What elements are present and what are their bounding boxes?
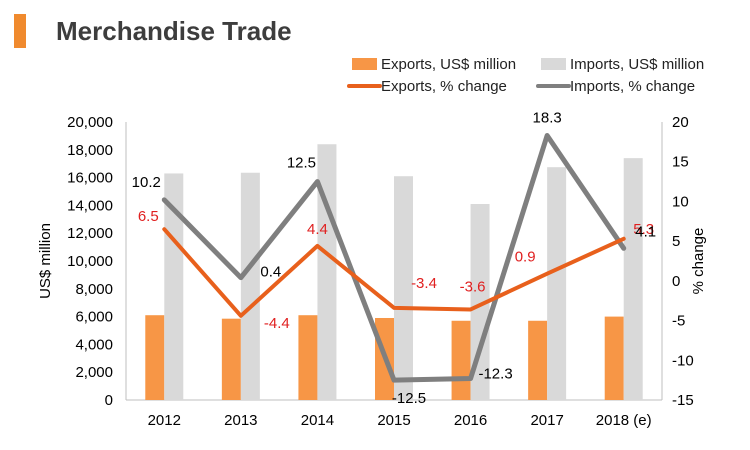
bars	[145, 144, 643, 400]
imports-change-label: 12.5	[287, 155, 316, 172]
title-accent-bar	[14, 14, 26, 48]
y-tick-label: 4,000	[75, 336, 113, 353]
y2-tick-label: 15	[672, 154, 689, 171]
exports-change-label: 0.9	[515, 249, 536, 266]
imports-bar	[240, 172, 260, 400]
y-tick-label: 10,000	[67, 253, 113, 270]
legend-imports-line-label: Imports, % change	[570, 78, 695, 95]
data-labels: 6.5 -4.4 4.4 -3.4 -3.6 0.9 5.3 10.2 0.4 12.5 -12.5…	[132, 110, 656, 408]
imports-change-label: -12.3	[478, 366, 512, 383]
y-tick-label: 12,000	[67, 225, 113, 242]
y2-tick-label: 20	[672, 114, 689, 131]
x-tick-label: 2017	[530, 412, 563, 429]
y-tick-label: 8,000	[75, 281, 113, 298]
exports-bar	[451, 320, 471, 400]
y-tick-label: 6,000	[75, 309, 113, 326]
exports-bar	[604, 316, 624, 400]
imports-change-label: 4.1	[635, 223, 656, 240]
imports-change-label: 0.4	[260, 264, 281, 281]
axes: 0 2,000 4,000 6,000 8,000 10,000 12,000 14,000 1…	[37, 114, 707, 429]
y-axis-label: US$ million	[37, 223, 54, 299]
x-tick-label: 2016	[454, 412, 487, 429]
imports-change-label: 10.2	[132, 174, 161, 191]
exports-bar	[528, 320, 548, 400]
y2-tick-label: 10	[672, 193, 689, 210]
x-tick-label: 2015	[377, 412, 410, 429]
y2-tick-label: 0	[672, 273, 680, 290]
imports-change-label: -12.5	[392, 390, 426, 407]
legend-imports-bar-label: Imports, US$ million	[570, 56, 704, 73]
exports-change-label: -4.4	[264, 315, 290, 332]
exports-bar	[221, 318, 241, 400]
x-tick-label: 2012	[148, 412, 181, 429]
y2-tick-label: 5	[672, 233, 680, 250]
imports-bar	[317, 144, 337, 400]
y-tick-label: 20,000	[67, 114, 113, 131]
exports-change-label: 6.5	[138, 208, 159, 225]
imports-bar	[470, 204, 490, 400]
exports-change-label: -3.4	[411, 275, 437, 292]
x-tick-label: 2013	[224, 412, 257, 429]
exports-change-label: 4.4	[307, 221, 328, 238]
x-tick-label: 2014	[301, 412, 334, 429]
imports-bar	[547, 167, 567, 400]
exports-change-label: -3.6	[460, 278, 486, 295]
y2-tick-label: -5	[672, 313, 685, 330]
imports-bar	[164, 173, 184, 400]
y-tick-label: 2,000	[75, 364, 113, 381]
exports-change-line	[162, 227, 626, 318]
legend: Exports, US$ million Imports, US$ million…	[347, 56, 704, 95]
imports-change-label: 18.3	[533, 110, 562, 127]
imports-change-line	[161, 133, 627, 383]
exports-bar	[298, 315, 318, 400]
lines	[161, 133, 627, 383]
y2-axis-label: % change	[690, 228, 707, 295]
legend-imports-bar-swatch	[541, 58, 566, 70]
y-tick-label: 14,000	[67, 197, 113, 214]
exports-bar	[145, 315, 165, 400]
legend-exports-bar-label: Exports, US$ million	[381, 56, 516, 73]
y-tick-label: 18,000	[67, 142, 113, 159]
y-tick-label: 16,000	[67, 170, 113, 187]
y2-tick-label: -10	[672, 352, 694, 369]
imports-bar	[394, 176, 413, 400]
chart-title: Merchandise Trade	[56, 16, 292, 46]
exports-change-label: 5.3	[633, 221, 654, 238]
legend-exports-bar-swatch	[352, 58, 377, 70]
imports-bar	[623, 158, 643, 400]
legend-exports-line-label: Exports, % change	[381, 78, 507, 95]
y-tick-label: 0	[105, 392, 113, 409]
x-tick-label: 2018 (e)	[596, 412, 652, 429]
y2-tick-label: -15	[672, 392, 694, 409]
